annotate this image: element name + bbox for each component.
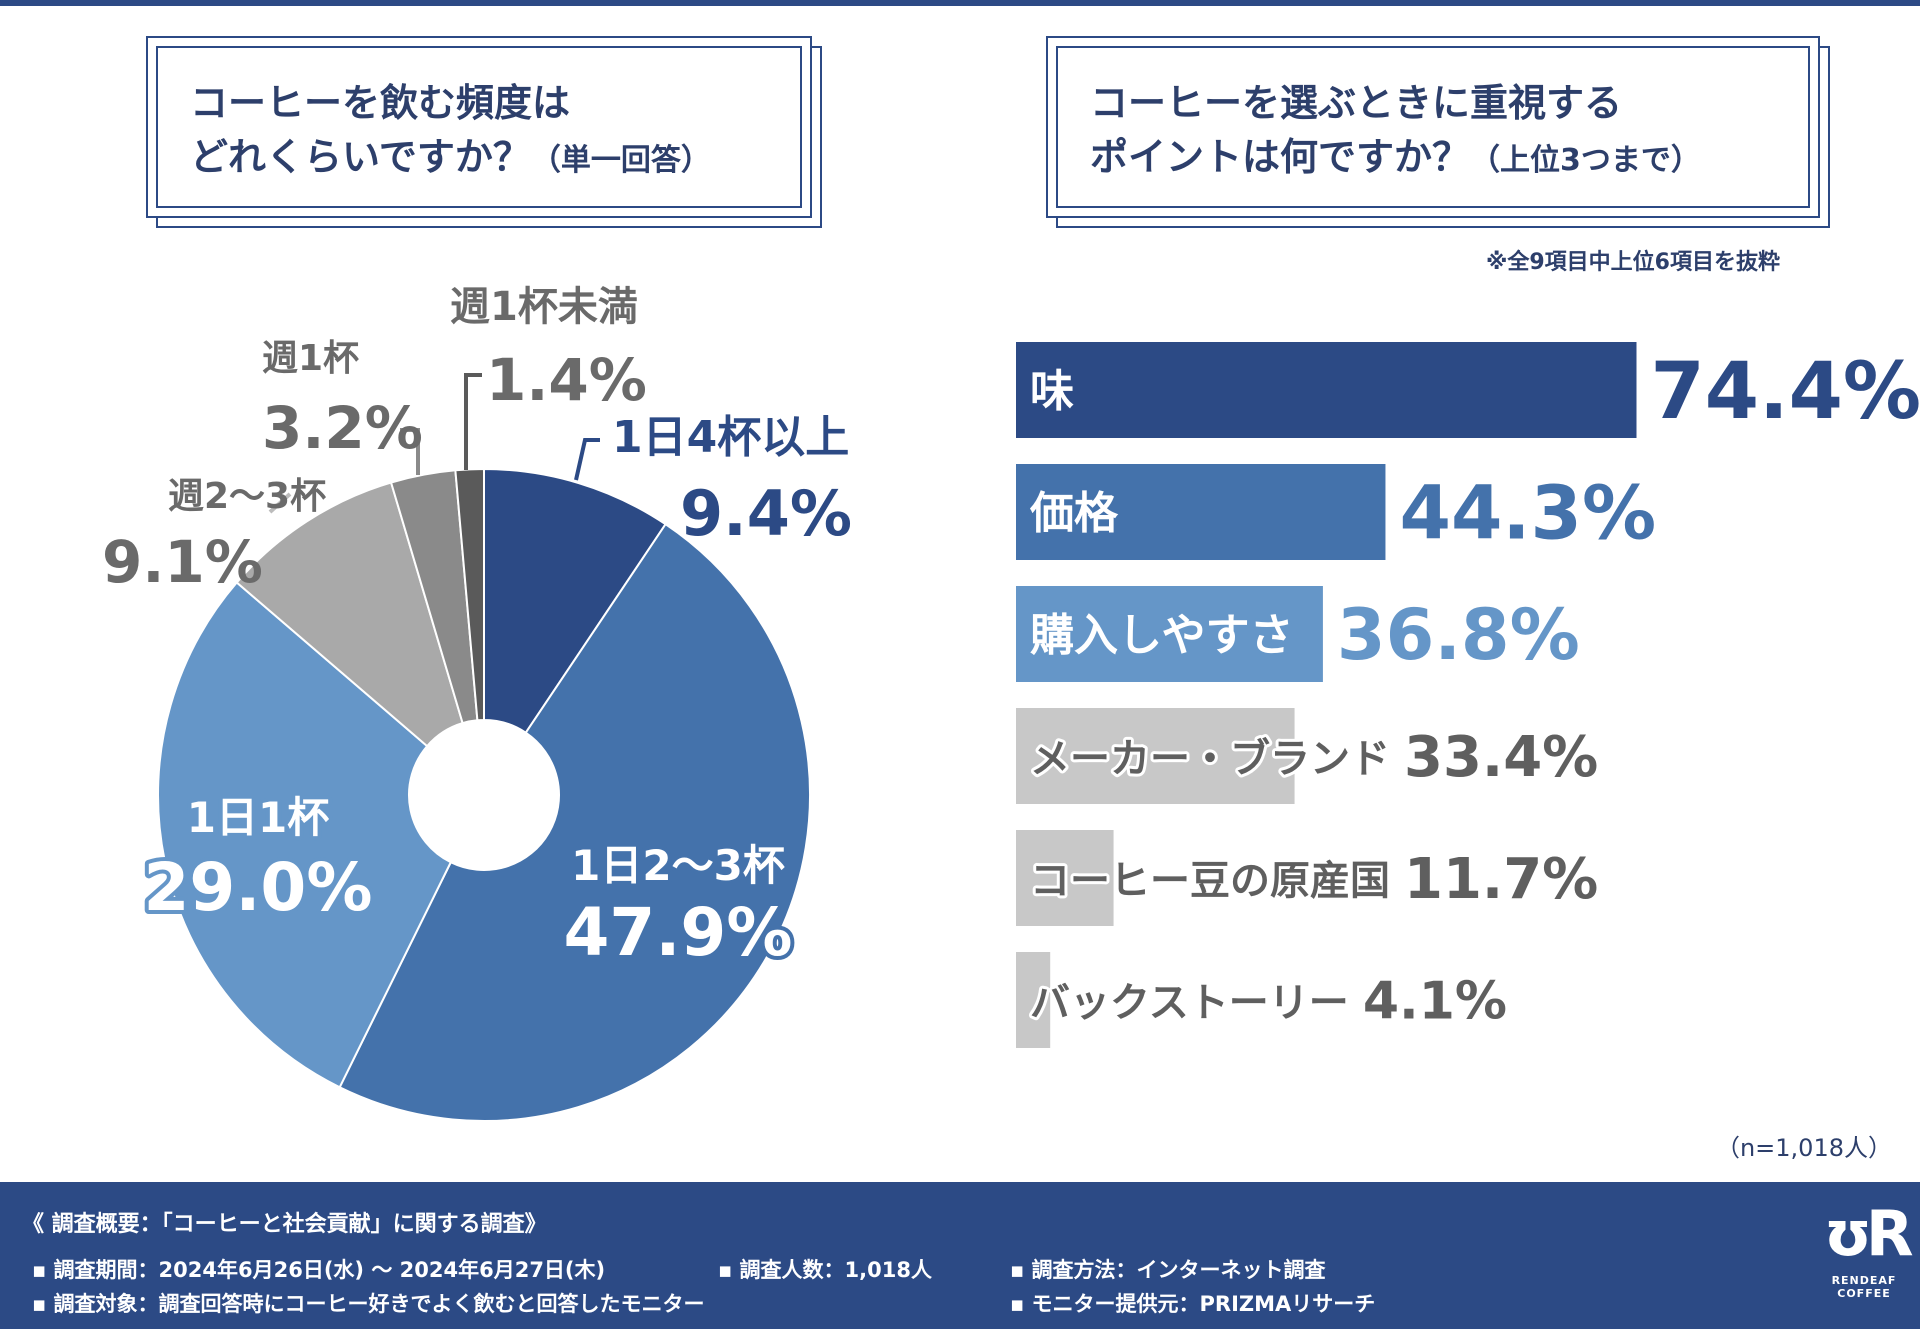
pie-label-value-6: 1.4% xyxy=(486,346,647,414)
right-question-title: コーヒーを選ぶときに重視する ポイントは何ですか？（上位3つまで） xyxy=(1090,76,1701,188)
bar-value-6: 4.1% xyxy=(1363,972,1507,1032)
cup-logo-icon: ʊR xyxy=(1824,1197,1914,1270)
footer-target: 調査対象：調査回答時にコーヒー好きでよく飲むと回答したモニター xyxy=(32,1288,705,1318)
right-question-inner-frame xyxy=(1056,46,1810,208)
pie-label-category-2: 1日2〜3杯 xyxy=(571,841,785,890)
pie-label-value-2: 47.9% xyxy=(564,894,793,971)
left-question-line1: コーヒーを飲む頻度は xyxy=(190,81,571,125)
sample-size: （n=1,018人） xyxy=(1715,1134,1892,1162)
left-question-suffix: （単一回答） xyxy=(530,143,711,178)
top-rule xyxy=(0,0,1920,6)
right-question-suffix: （上位3つまで） xyxy=(1470,143,1701,178)
pie-label-value-5: 3.2% xyxy=(262,394,423,462)
footer-count: 調査人数：1,018人 xyxy=(718,1254,932,1284)
pie-label-value-3: 29.0% xyxy=(144,849,373,926)
footer-provider: モニター提供元：PRIZMAリサーチ xyxy=(1010,1288,1376,1318)
bar-2 xyxy=(1016,464,1386,560)
right-question-box: コーヒーを選ぶときに重視する ポイントは何ですか？（上位3つまで） xyxy=(1046,36,1830,228)
pie-slice-3 xyxy=(157,581,453,1089)
bar-value-3: 36.8% xyxy=(1337,594,1580,676)
pie-label-category-5: 週1杯 xyxy=(262,338,359,379)
bar-label-1: 味 xyxy=(1030,366,1074,417)
left-question-line2: どれくらいですか？ xyxy=(190,135,531,179)
bar-value-5: 11.7% xyxy=(1404,847,1598,912)
brand-logo: ʊR RENDEAF COFFEE xyxy=(1824,1194,1914,1320)
right-question-line2: ポイントは何ですか？ xyxy=(1090,135,1471,179)
footer-title: 《 調査概要：「コーヒーと社会貢献」に関する調査》 xyxy=(22,1212,547,1237)
bar-label-6: バックストーリー xyxy=(1030,980,1349,1026)
bar-value-2: 44.3% xyxy=(1399,471,1656,557)
bar-value-1: 74.4% xyxy=(1650,347,1920,437)
pie-slice-2 xyxy=(338,522,811,1122)
bar-5 xyxy=(1016,830,1114,926)
leader-line-5 xyxy=(400,428,420,475)
bar-label-3: 購入しやすさ xyxy=(1030,610,1294,661)
pie-label-category-6: 週1杯未満 xyxy=(450,284,638,330)
pie-label-category-1: 1日4杯以上 xyxy=(612,412,849,463)
footer-period: 調査期間：2024年6月26日(水) 〜 2024年6月27日(木) xyxy=(32,1254,606,1284)
bar-3 xyxy=(1016,586,1323,682)
bar-label-4: メーカー・ブランド xyxy=(1030,736,1390,782)
left-question-inner-frame xyxy=(156,46,802,208)
left-question-box: コーヒーを飲む頻度は どれくらいですか？（単一回答） xyxy=(146,36,822,228)
pie-slice-1 xyxy=(483,467,667,735)
bar-value-4: 33.4% xyxy=(1404,725,1598,790)
pie-label-value-4: 9.1% xyxy=(102,528,263,596)
pie-slice-4 xyxy=(235,481,464,748)
bar-1 xyxy=(1016,342,1637,438)
bar-6 xyxy=(1016,952,1051,1048)
bar-label-2: 価格 xyxy=(1029,488,1119,539)
survey-footer: 《 調査概要：「コーヒーと社会貢献」に関する調査》 調査期間：2024年6月26… xyxy=(0,1182,1920,1329)
right-note: ※全9項目中上位6項目を抜粋 xyxy=(1485,250,1780,275)
leader-line-4 xyxy=(268,492,292,514)
bar-label-5: コーヒー豆の原産国 xyxy=(1030,858,1390,904)
leader-line-6 xyxy=(464,373,482,470)
leader-line-1 xyxy=(574,438,600,481)
pie-label-category-4: 週2〜3杯 xyxy=(168,476,326,517)
bar-4 xyxy=(1016,708,1295,804)
footer-method: 調査方法：インターネット調査 xyxy=(1010,1254,1326,1284)
logo-text: RENDEAF COFFEE xyxy=(1831,1274,1897,1300)
left-question-title: コーヒーを飲む頻度は どれくらいですか？（単一回答） xyxy=(190,76,711,188)
priority-bar-chart: 味 74.4% 価格 44.3% 購入しやすさ 36.8% メーカー・ブランド 33.4% コー… xyxy=(1016,342,1920,1048)
right-question-line1: コーヒーを選ぶときに重視する xyxy=(1090,81,1623,125)
pie-label-value-1: 9.4% xyxy=(680,477,852,550)
pie-label-category-3: 1日1杯 xyxy=(187,793,329,842)
